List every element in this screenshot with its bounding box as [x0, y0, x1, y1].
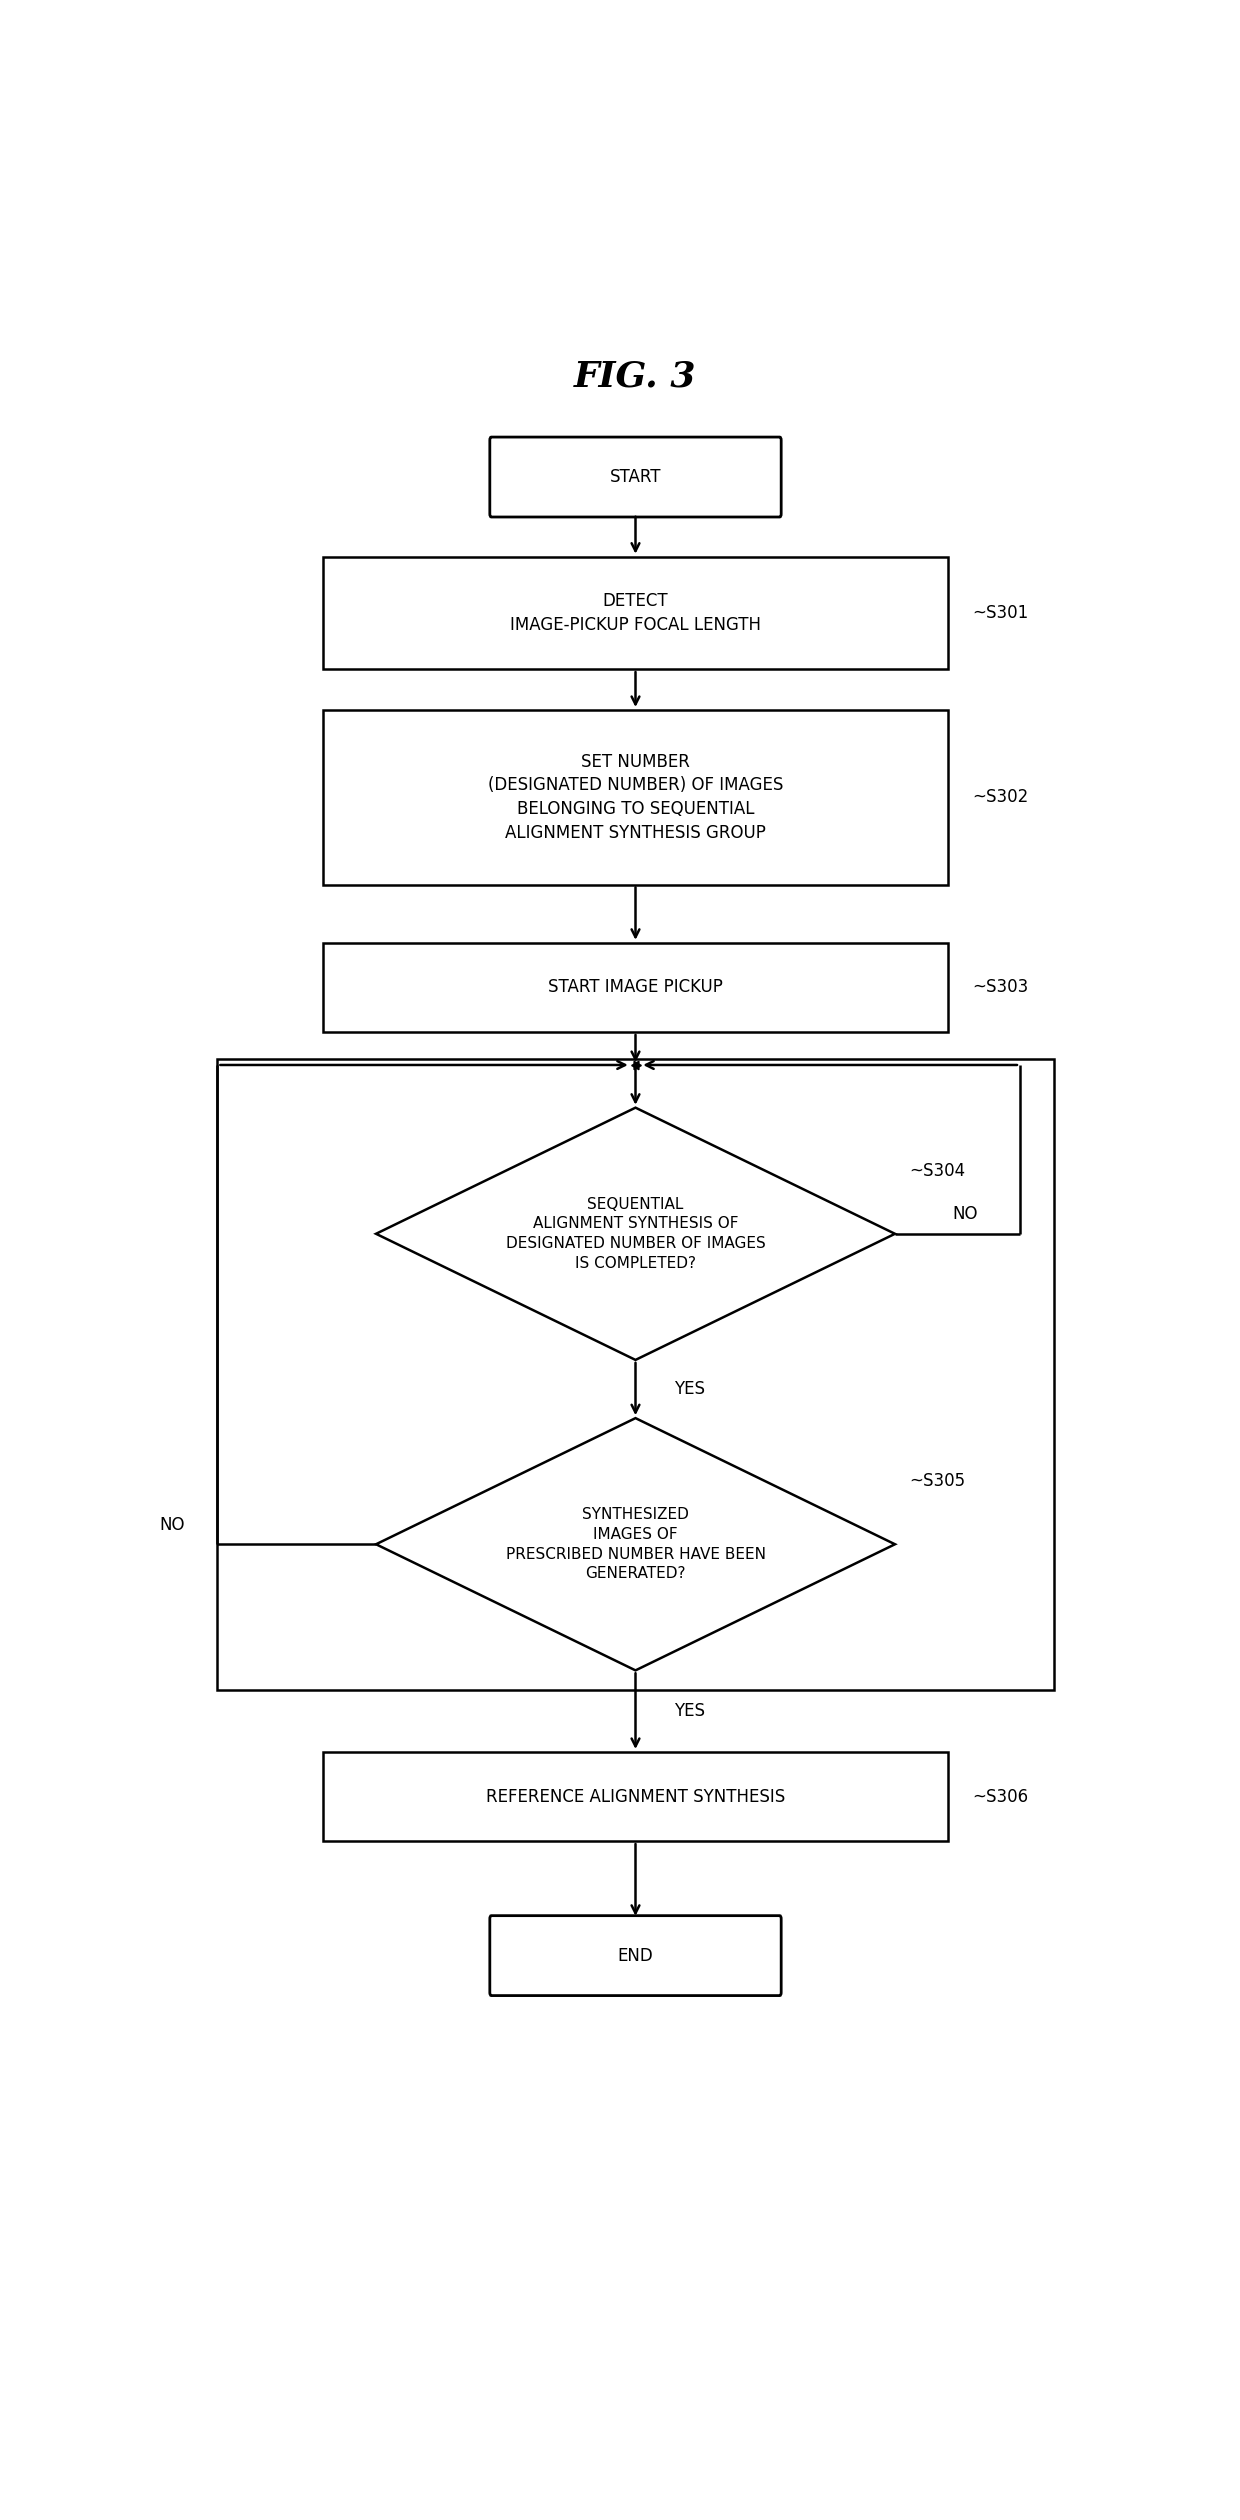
Bar	[324, 1751, 947, 1842]
Text: ~S306: ~S306	[972, 1787, 1028, 1804]
FancyBboxPatch shape	[490, 1915, 781, 1996]
Text: SET NUMBER
(DESIGNATED NUMBER) OF IMAGES
BELONGING TO SEQUENTIAL
ALIGNMENT SYNTH: SET NUMBER (DESIGNATED NUMBER) OF IMAGES…	[487, 753, 784, 842]
Text: NO: NO	[952, 1205, 978, 1222]
Text: ~S301: ~S301	[972, 605, 1028, 622]
Polygon shape	[376, 1419, 895, 1671]
Text: SEQUENTIAL
ALIGNMENT SYNTHESIS OF
DESIGNATED NUMBER OF IMAGES
IS COMPLETED?: SEQUENTIAL ALIGNMENT SYNTHESIS OF DESIGN…	[506, 1197, 765, 1270]
Bar	[217, 1058, 1054, 1691]
Text: SYNTHESIZED
IMAGES OF
PRESCRIBED NUMBER HAVE BEEN
GENERATED?: SYNTHESIZED IMAGES OF PRESCRIBED NUMBER …	[506, 1507, 765, 1583]
Text: FIG. 3: FIG. 3	[574, 360, 697, 393]
Text: ~S305: ~S305	[909, 1472, 966, 1489]
Text: YES: YES	[675, 1701, 704, 1721]
Text: DETECT
IMAGE-PICKUP FOCAL LENGTH: DETECT IMAGE-PICKUP FOCAL LENGTH	[510, 592, 761, 633]
Text: NO: NO	[160, 1517, 185, 1535]
Bar	[324, 711, 947, 885]
Bar	[324, 942, 947, 1033]
Polygon shape	[376, 1109, 895, 1361]
FancyBboxPatch shape	[490, 436, 781, 517]
Text: START: START	[610, 469, 661, 486]
Text: END: END	[618, 1945, 653, 1966]
Text: REFERENCE ALIGNMENT SYNTHESIS: REFERENCE ALIGNMENT SYNTHESIS	[486, 1787, 785, 1804]
Text: YES: YES	[675, 1381, 704, 1399]
Text: ~S303: ~S303	[972, 978, 1028, 995]
Text: ~S302: ~S302	[972, 789, 1028, 806]
Text: START IMAGE PICKUP: START IMAGE PICKUP	[548, 978, 723, 995]
Text: ~S304: ~S304	[909, 1162, 966, 1179]
Bar	[324, 557, 947, 670]
